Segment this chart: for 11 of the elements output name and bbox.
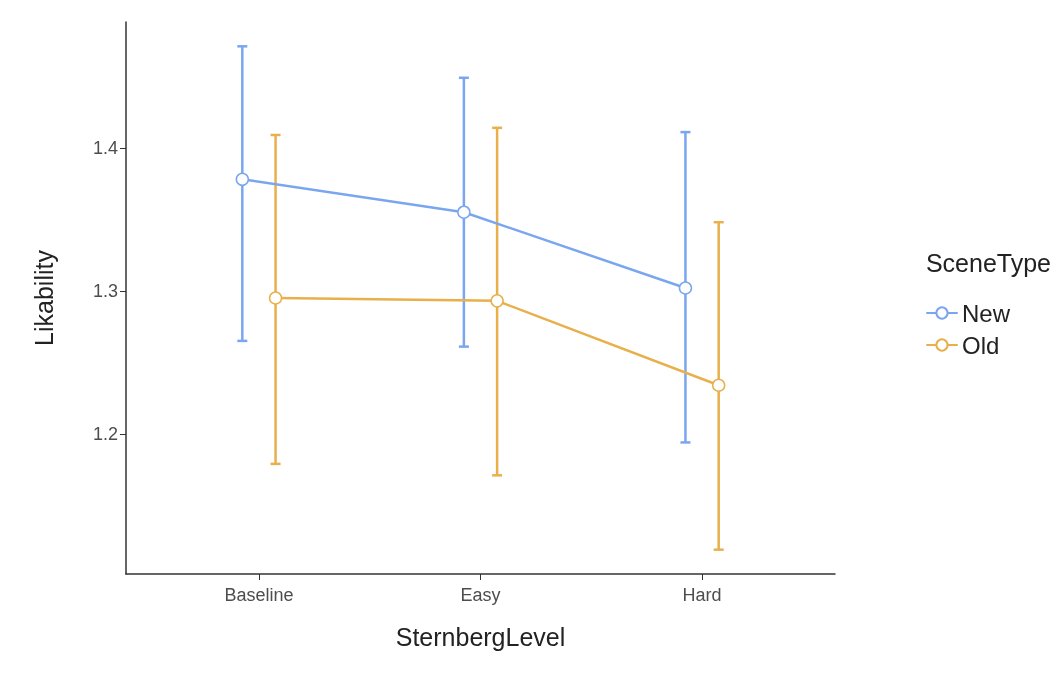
y-tick-label: 1.2 [92, 423, 118, 444]
y-tick-label: 1.3 [92, 280, 118, 301]
y-axis-title: Likability [29, 249, 58, 346]
legend-label: Old [961, 331, 1000, 359]
x-tick-label: Baseline [224, 585, 294, 605]
x-axis-title: SternbergLevel [395, 622, 566, 651]
y-tick-label: 1.4 [92, 137, 118, 158]
legend-label: New [961, 299, 1011, 327]
legend-title: SceneType [925, 248, 1052, 277]
x-tick-label: Easy [460, 585, 501, 605]
x-tick-label: Hard [682, 585, 722, 605]
